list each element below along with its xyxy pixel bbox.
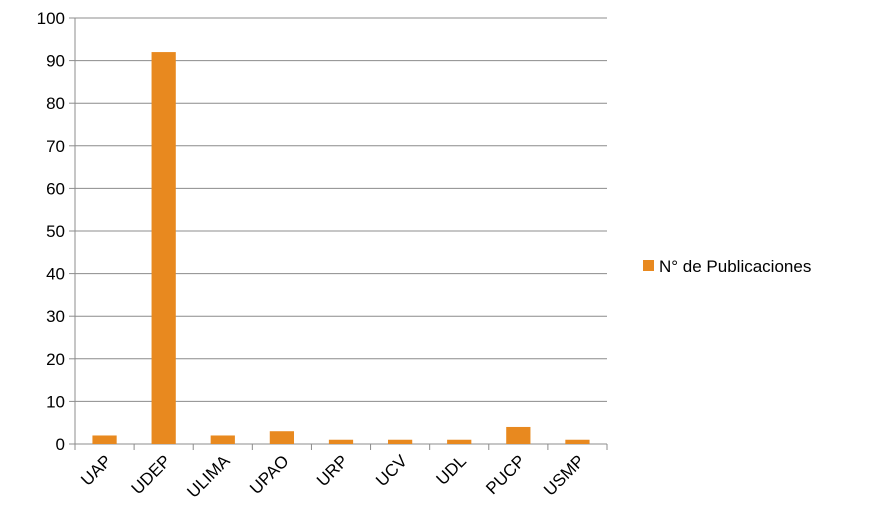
legend: N° de Publicaciones	[643, 257, 811, 276]
bar-udep	[151, 52, 176, 445]
bar-urp	[328, 439, 354, 444]
legend-label: N° de Publicaciones	[659, 257, 811, 276]
bar-usmp	[565, 439, 590, 444]
x-tick-label: UDL	[433, 451, 470, 488]
bar-ulima	[210, 435, 235, 444]
y-tick-label: 80	[46, 94, 65, 113]
bars	[92, 52, 590, 445]
y-tick-label: 50	[46, 222, 65, 241]
y-tick-label: 90	[46, 52, 65, 71]
x-tick-label: PUCP	[482, 451, 529, 498]
legend-swatch	[643, 260, 654, 271]
x-tick-label: URP	[313, 451, 352, 490]
x-tick-label: ULIMA	[183, 451, 234, 502]
bar-udl	[447, 439, 472, 444]
bar-pucp	[506, 426, 531, 444]
x-tick-label: UDEP	[128, 451, 175, 498]
tick-labels: 0 10 20 30 40 50 60 70 80 90 100 UAP UDEP ULIMA UPAO UR…	[37, 9, 589, 502]
x-tick-label: UAP	[77, 451, 115, 489]
bar-upao	[269, 431, 295, 444]
x-tick-label: UPAO	[246, 451, 293, 498]
y-tick-label: 100	[37, 9, 65, 28]
x-tick-label: UCV	[372, 451, 411, 490]
y-tick-label: 60	[46, 179, 65, 198]
y-tick-label: 30	[46, 307, 65, 326]
axes	[69, 17, 608, 450]
y-tick-label: 20	[46, 350, 65, 369]
y-tick-label: 0	[56, 435, 65, 454]
x-tick-label: USMP	[540, 451, 588, 499]
bar-ucv	[387, 439, 413, 444]
bar-uap	[92, 435, 117, 444]
y-tick-label: 40	[46, 265, 65, 284]
y-tick-label: 70	[46, 137, 65, 156]
y-tick-label: 10	[46, 392, 65, 411]
